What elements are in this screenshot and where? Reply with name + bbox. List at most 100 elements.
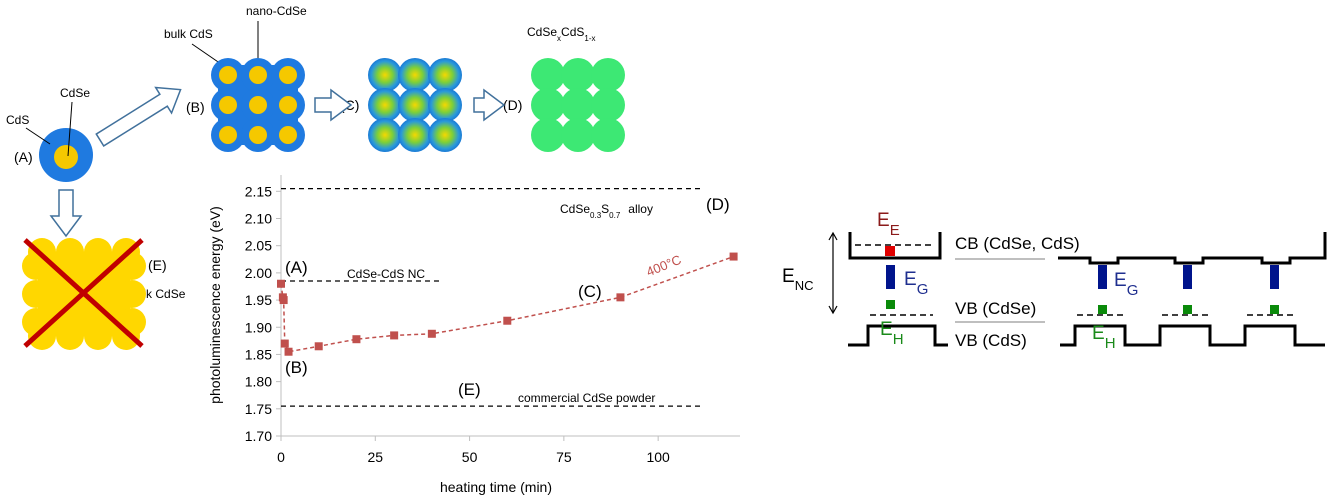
label: CdSe bbox=[60, 86, 90, 100]
band-label: G bbox=[917, 281, 929, 298]
marker bbox=[730, 253, 738, 261]
band-label: E bbox=[904, 269, 917, 290]
grain bbox=[428, 58, 462, 92]
y-tick-label: 1.90 bbox=[245, 319, 272, 335]
bulk-cdse bbox=[22, 280, 50, 308]
band-diagram: EE CB (CdSe, CdS) ENC EG VB (CdSe) EH VB… bbox=[782, 210, 1325, 352]
eh-marker bbox=[1098, 305, 1107, 314]
y-tick-label: 2.15 bbox=[245, 183, 272, 199]
y-tick-label: 1.75 bbox=[245, 401, 272, 417]
grain bbox=[398, 88, 432, 122]
grain bbox=[398, 118, 432, 152]
band-label: ENC bbox=[782, 266, 813, 293]
marker bbox=[390, 331, 398, 339]
grain bbox=[428, 118, 462, 152]
eg-bar bbox=[1183, 265, 1192, 289]
annotation: S bbox=[601, 202, 609, 216]
annotation: (C) bbox=[578, 282, 602, 301]
x-tick-label: 50 bbox=[462, 449, 478, 465]
grain bbox=[531, 118, 565, 152]
nano-core bbox=[279, 66, 297, 84]
band-label: EE bbox=[877, 210, 900, 239]
marker bbox=[280, 296, 288, 304]
nano-core bbox=[219, 66, 237, 84]
band-label: E bbox=[1114, 270, 1127, 291]
marker bbox=[315, 342, 323, 350]
y-tick-label: 2.10 bbox=[245, 211, 272, 227]
schematic: CdS CdSe (A) bulk CdS nano-CdSe (B) (C) … bbox=[6, 4, 625, 350]
label: CdSexCdS1-x bbox=[527, 25, 596, 43]
band-label: EG bbox=[904, 269, 928, 298]
eg-bar bbox=[1098, 265, 1107, 289]
ee-marker bbox=[885, 246, 895, 256]
annotation: (E) bbox=[458, 380, 481, 399]
eh-marker bbox=[1183, 305, 1192, 314]
process-arrow bbox=[51, 190, 81, 236]
band-label: E bbox=[1092, 323, 1105, 344]
grain bbox=[428, 88, 462, 122]
marker bbox=[352, 335, 360, 343]
band-label: NC bbox=[795, 278, 814, 293]
annotation: commercial CdSe powder bbox=[518, 391, 655, 405]
y-tick-label: 2.05 bbox=[245, 238, 272, 254]
band-label: VB (CdSe) bbox=[955, 299, 1036, 318]
band-label: H bbox=[1105, 335, 1116, 352]
annotation: CdSe bbox=[560, 202, 590, 216]
x-tick-label: 25 bbox=[368, 449, 384, 465]
band-label: G bbox=[1127, 282, 1139, 299]
grain bbox=[591, 88, 625, 122]
x-axis-title: heating time (min) bbox=[440, 479, 552, 495]
annotation: alloy bbox=[628, 202, 653, 216]
label: CdSe bbox=[527, 25, 557, 39]
grain bbox=[368, 118, 402, 152]
pointer bbox=[26, 128, 50, 144]
x-tick-label: 100 bbox=[646, 449, 670, 465]
grain bbox=[561, 118, 595, 152]
label: (D) bbox=[503, 97, 522, 113]
grain bbox=[531, 88, 565, 122]
label: (A) bbox=[14, 149, 33, 165]
nano-core bbox=[249, 66, 267, 84]
marker bbox=[616, 293, 624, 301]
eh-marker bbox=[886, 300, 895, 309]
eg-bar bbox=[1270, 265, 1279, 289]
nano-core bbox=[249, 96, 267, 114]
bulk-cdse bbox=[84, 238, 112, 266]
process-arrow bbox=[474, 90, 504, 120]
band-label: E bbox=[877, 210, 890, 231]
grain bbox=[561, 88, 595, 122]
label: CdS bbox=[561, 25, 584, 39]
annotation: 0.7 bbox=[609, 211, 621, 220]
band-label: H bbox=[893, 331, 904, 348]
bulk-cdse bbox=[56, 322, 84, 350]
eg-bar bbox=[886, 265, 895, 289]
band-label: CB (CdSe, CdS) bbox=[955, 234, 1080, 253]
label: 1-x bbox=[584, 34, 595, 43]
process-arrow bbox=[315, 90, 351, 120]
nano-core bbox=[279, 126, 297, 144]
band-label: VB (CdS) bbox=[955, 331, 1027, 350]
eh-marker bbox=[1270, 305, 1279, 314]
band-label: EG bbox=[1114, 270, 1138, 299]
band-label: E bbox=[782, 266, 795, 287]
y-tick-label: 1.85 bbox=[245, 346, 272, 362]
marker bbox=[503, 317, 511, 325]
nano-core bbox=[279, 96, 297, 114]
x-tick-label: 0 bbox=[277, 449, 285, 465]
annotation: (B) bbox=[285, 358, 308, 377]
label: CdS bbox=[6, 113, 29, 127]
bulk-cdse bbox=[84, 322, 112, 350]
nano-core bbox=[219, 96, 237, 114]
y-tick-label: 2.00 bbox=[245, 265, 272, 281]
marker bbox=[285, 348, 293, 356]
marker bbox=[277, 280, 285, 288]
band-label: EH bbox=[880, 319, 904, 348]
y-tick-label: 1.80 bbox=[245, 374, 272, 390]
bulk-cdse bbox=[118, 308, 146, 336]
series-label: 400°C bbox=[644, 252, 683, 279]
grain bbox=[561, 58, 595, 92]
band-label: E bbox=[880, 319, 893, 340]
grain bbox=[368, 58, 402, 92]
annotation: (A) bbox=[285, 258, 308, 277]
bulk-cdse bbox=[56, 238, 84, 266]
